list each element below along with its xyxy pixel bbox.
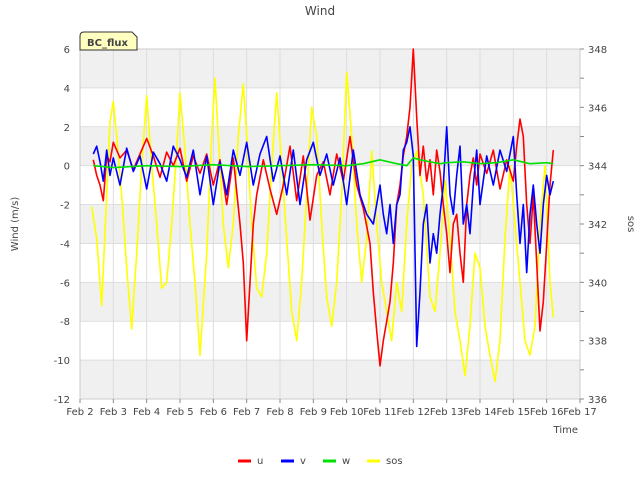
y-tick-label-right: 340 — [588, 278, 607, 289]
y-tick-label-left: 0 — [64, 162, 70, 173]
x-tick-label: Feb 4 — [133, 407, 160, 418]
y-tick-label-left: -4 — [60, 239, 70, 250]
y-axis-label-left: Wind (m/s) — [10, 197, 21, 252]
plot-band — [80, 204, 580, 244]
plot-band — [80, 49, 580, 88]
y-tick-label-left: -6 — [60, 278, 70, 289]
x-tick-label: Feb 15 — [497, 407, 531, 418]
y-ticks-right: 336 338 340 342 344 346 348 — [580, 45, 607, 406]
y-tick-label-left: -12 — [54, 395, 70, 406]
y-tick-label-right: 338 — [588, 337, 607, 348]
badge: BC_flux — [79, 31, 138, 51]
x-tick-label: Feb 17 — [563, 407, 597, 418]
x-tick-label: Feb 6 — [200, 407, 227, 418]
x-tick-label: Feb 5 — [166, 407, 193, 418]
x-tick-label: Feb 16 — [530, 407, 564, 418]
y-tick-label-left: 6 — [64, 45, 70, 56]
plot-bands — [80, 49, 580, 399]
legend-label-w: w — [342, 456, 350, 467]
x-tick-label: Feb 8 — [266, 407, 293, 418]
y-tick-label-left: 2 — [64, 123, 70, 134]
y-tick-label-right: 336 — [588, 395, 607, 406]
x-tick-label: Feb 7 — [233, 407, 260, 418]
x-tick-label: Feb 12 — [397, 407, 431, 418]
series-line-v — [92, 126, 555, 348]
legend-label-v: v — [300, 456, 306, 467]
y-tick-label-left: -2 — [60, 201, 70, 212]
x-tick-label: Feb 13 — [430, 407, 464, 418]
legend-label-sos: sos — [386, 456, 403, 467]
legend-label-u: u — [257, 456, 263, 467]
y-ticks-left: -12 -10 -8 -6 -4 -2 0 2 4 6 — [54, 45, 70, 406]
badge-label: BC_flux — [87, 38, 128, 49]
y-tick-label-left: -8 — [60, 317, 70, 328]
plot-band — [80, 360, 580, 399]
y-tick-label-right: 348 — [588, 45, 607, 56]
x-tick-label: Feb 10 — [330, 407, 364, 418]
x-tick-label: Feb 3 — [100, 407, 127, 418]
x-axis-label: Time — [553, 425, 578, 436]
y-tick-label-right: 346 — [588, 103, 607, 114]
chart-title: Wind — [305, 4, 335, 18]
y-tick-label-right: 342 — [588, 220, 607, 231]
x-tick-label: Feb 2 — [66, 407, 93, 418]
series-line-w — [93, 157, 554, 169]
y-tick-label-right: 344 — [588, 162, 607, 173]
y-tick-label-left: 4 — [64, 84, 70, 95]
x-tick-label: Feb 11 — [363, 407, 397, 418]
x-tick-label: Feb 14 — [463, 407, 497, 418]
series-line-sos — [90, 71, 555, 383]
plot-band — [80, 126, 580, 166]
x-ticks: Feb 2 Feb 3 Feb 4 Feb 5 Feb 6 Feb 7 Feb 8 Feb 9… — [66, 399, 597, 418]
y-axis-label-right: sos — [625, 216, 636, 233]
series-line-u — [92, 48, 555, 367]
legend: u v w sos — [238, 456, 403, 467]
series-layer — [90, 48, 555, 383]
x-tick-label: Feb 9 — [300, 407, 327, 418]
y-tick-label-left: -10 — [54, 356, 70, 367]
